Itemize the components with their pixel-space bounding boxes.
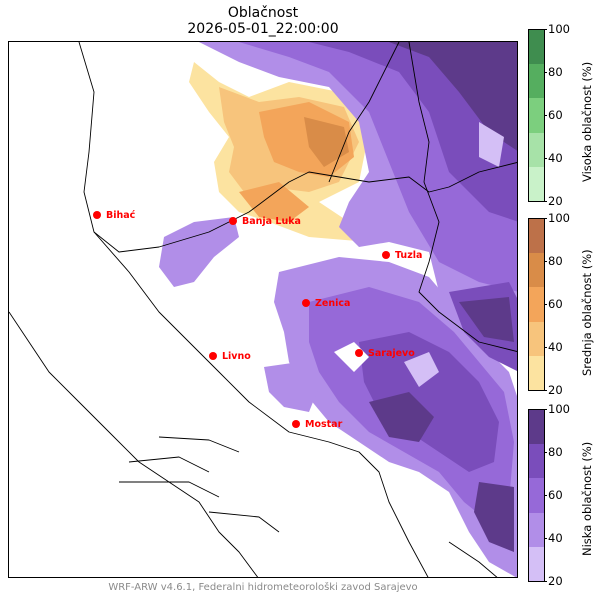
colorbar-low-label: Niska oblačnost (%)	[580, 441, 594, 556]
city-mostar[interactable]: Mostar	[292, 419, 343, 430]
city-markers: Bihać Banja Luka Tuzla Zenica Livno Sara…	[93, 210, 422, 430]
colorbar-high-tick: 40	[544, 151, 563, 165]
city-livno[interactable]: Livno	[209, 351, 251, 362]
colorbar-low	[528, 409, 545, 582]
colorbar-low-tick: 80	[544, 445, 563, 459]
colorbar-mid-tick: 20	[544, 383, 563, 397]
city-zenica[interactable]: Zenica	[302, 298, 350, 309]
colorbar-high-tick: 100	[544, 22, 570, 36]
colorbar-mid-seg	[529, 253, 544, 288]
colorbar-mid-tick: 100	[544, 211, 570, 225]
city-label-zenica: Zenica	[315, 298, 350, 309]
colorbar-mid-label: Srednja oblačnost (%)	[580, 249, 594, 376]
colorbar-high-tick: 60	[544, 108, 563, 122]
colorbar-low-seg	[529, 444, 544, 479]
colorbar-high-seg	[529, 98, 544, 133]
colorbar-low-tick: 100	[544, 402, 570, 416]
colorbar-low-seg	[529, 546, 544, 581]
colorbar-low-tick: 40	[544, 531, 563, 545]
title-text: Oblačnost	[227, 5, 299, 21]
colorbar-high-seg	[529, 64, 544, 99]
colorbar-high-tick: 20	[544, 194, 563, 208]
colorbar-low-seg	[529, 478, 544, 513]
colorbar-mid-seg	[529, 287, 544, 322]
city-label-bihac: Bihać	[106, 210, 136, 221]
colorbar-mid-tick: 80	[544, 254, 563, 268]
colorbar-low-tick: 20	[544, 574, 563, 588]
colorbar-low-tick: 60	[544, 488, 563, 502]
colorbar-high-seg	[529, 30, 544, 65]
city-label-banja-luka: Banja Luka	[242, 216, 301, 227]
map-title: Oblačnost 2026-05-01_22:00:00	[8, 5, 518, 37]
city-tuzla[interactable]: Tuzla	[382, 250, 422, 261]
city-banja-luka[interactable]: Banja Luka	[229, 216, 301, 227]
city-label-tuzla: Tuzla	[395, 250, 422, 261]
borders-layer	[9, 42, 517, 577]
colorbar-high-tick: 80	[544, 65, 563, 79]
datetime-text: 2026-05-01_22:00:00	[187, 21, 339, 37]
city-label-mostar: Mostar	[305, 419, 343, 430]
city-label-livno: Livno	[222, 351, 251, 362]
colorbar-mid-tick: 40	[544, 340, 563, 354]
cloud-map: Bihać Banja Luka Tuzla Zenica Livno Sara…	[9, 42, 517, 577]
low-cloud-layer	[159, 42, 517, 577]
credit-text: WRF-ARW v4.6.1, Federalni hidrometeorolo…	[108, 582, 418, 593]
colorbar-mid-tick: 60	[544, 297, 563, 311]
colorbar-low-seg	[529, 512, 544, 547]
map-frame[interactable]: Bihać Banja Luka Tuzla Zenica Livno Sara…	[8, 41, 518, 578]
colorbar-mid-seg	[529, 355, 544, 390]
city-sarajevo[interactable]: Sarajevo	[355, 348, 415, 359]
city-label-sarajevo: Sarajevo	[368, 348, 415, 359]
colorbar-high-seg	[529, 166, 544, 201]
colorbar-high-label: Visoka oblačnost (%)	[580, 61, 594, 182]
colorbar-mid-seg	[529, 321, 544, 356]
colorbar-high	[528, 29, 545, 202]
colorbar-mid	[528, 218, 545, 391]
city-bihac[interactable]: Bihać	[93, 210, 136, 221]
colorbar-mid-seg	[529, 219, 544, 254]
colorbar-low-seg	[529, 410, 544, 445]
colorbar-high-seg	[529, 132, 544, 167]
